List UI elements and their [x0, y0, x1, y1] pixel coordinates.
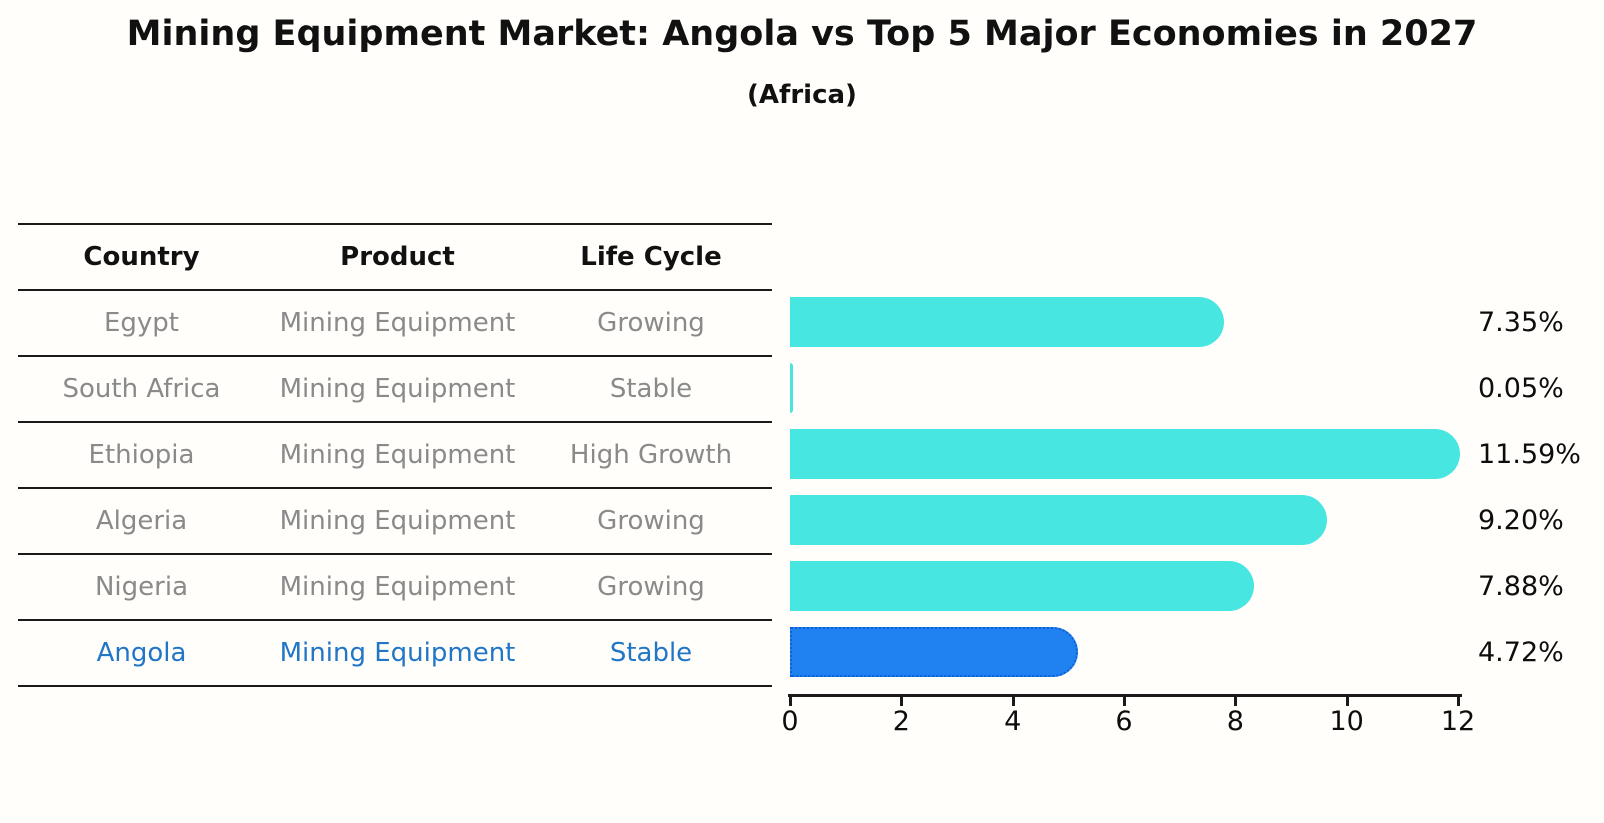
bar-algeria	[790, 495, 1328, 545]
bar-egypt	[790, 297, 1225, 347]
x-axis-tick	[1457, 697, 1460, 706]
x-axis-tick-label: 6	[1115, 706, 1133, 737]
bar-value-label: 9.20%	[1478, 504, 1564, 536]
bar-south-africa	[790, 363, 793, 413]
bar-row	[790, 619, 1462, 685]
table-cell-country: Algeria	[95, 506, 188, 536]
chart-title: Mining Equipment Market: Angola vs Top 5…	[126, 14, 1478, 54]
table-cell-life-cycle: Growing	[597, 506, 705, 536]
country-table: Country Product Life Cycle Egypt Mining …	[18, 223, 772, 687]
bar-row	[790, 553, 1462, 619]
table-cell-country: South Africa	[62, 374, 221, 404]
table-cell-country: Egypt	[103, 308, 180, 338]
x-axis-line	[788, 694, 1462, 697]
bar-row	[790, 289, 1462, 355]
bar-value-label: 7.88%	[1478, 570, 1564, 602]
table-cell-product: Mining Equipment	[279, 572, 516, 602]
x-axis-tick-label: 2	[892, 706, 910, 737]
x-axis-tick	[789, 697, 792, 706]
table-row: Nigeria Mining Equipment Growing	[18, 553, 772, 619]
bar-value-label: 0.05%	[1478, 372, 1564, 404]
x-axis-tick-label: 10	[1329, 706, 1364, 737]
table-cell-product: Mining Equipment	[279, 638, 516, 668]
table-cell-product: Mining Equipment	[279, 440, 516, 470]
bar-value-label: 4.72%	[1478, 636, 1564, 668]
table-header-row: Country Product Life Cycle	[18, 223, 772, 289]
table-cell-life-cycle: Stable	[609, 638, 693, 668]
x-axis-tick-label: 12	[1440, 706, 1476, 737]
x-axis-tick	[1234, 697, 1238, 706]
bar-row	[790, 487, 1462, 553]
table-cell-life-cycle: Growing	[597, 308, 705, 338]
x-axis-tick-label: 4	[1004, 706, 1022, 737]
x-axis-tick	[1123, 697, 1126, 706]
table-row: South Africa Mining Equipment Stable	[18, 355, 772, 421]
table-cell-life-cycle: Stable	[609, 374, 693, 404]
table-cell-product: Mining Equipment	[279, 506, 516, 536]
table-row: Algeria Mining Equipment Growing	[18, 487, 772, 553]
chart-subtitle: (Africa)	[747, 80, 857, 110]
x-axis-tick	[900, 697, 904, 706]
bar-row	[790, 421, 1462, 487]
table-cell-country: Angola	[96, 638, 187, 668]
value-label-column: 7.35% 0.05% 11.59% 9.20% 7.88% 4.72%	[1478, 289, 1604, 685]
bar-nigeria	[790, 561, 1254, 611]
table-cell-life-cycle: Growing	[597, 572, 705, 602]
x-axis-tick-label: 8	[1226, 706, 1244, 737]
bar-value-label: 11.59%	[1478, 438, 1581, 470]
x-axis-tick	[1011, 697, 1015, 706]
table-cell-country: Ethiopia	[88, 440, 195, 470]
table-cell-product: Mining Equipment	[279, 308, 516, 338]
bar-angola	[790, 627, 1078, 677]
bar-ethiopia	[790, 429, 1461, 479]
bar-value-label: 7.35%	[1478, 306, 1564, 338]
table-cell-product: Mining Equipment	[279, 374, 516, 404]
table-row: Ethiopia Mining Equipment High Growth	[18, 421, 772, 487]
table-header-life-cycle: Life Cycle	[580, 242, 722, 272]
bar-plot-area	[790, 289, 1462, 685]
table-row: Egypt Mining Equipment Growing	[18, 289, 772, 355]
table-header-country: Country	[83, 242, 200, 272]
bar-row	[790, 355, 1462, 421]
table-cell-country: Nigeria	[94, 572, 189, 602]
table-cell-life-cycle: High Growth	[569, 440, 733, 470]
table-row: Angola Mining Equipment Stable	[18, 619, 772, 685]
table-header-product: Product	[340, 242, 455, 272]
x-axis-tick	[1345, 697, 1349, 706]
x-axis-tick-label: 0	[781, 706, 799, 737]
